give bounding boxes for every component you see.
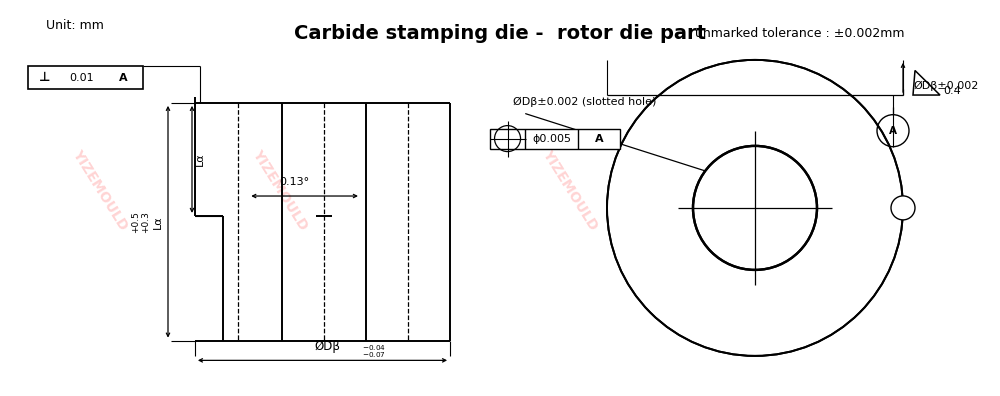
Text: A: A (595, 133, 604, 144)
Text: Lα: Lα (153, 215, 163, 228)
Text: YIZEMOULD: YIZEMOULD (250, 147, 310, 233)
Text: YIZEMOULD: YIZEMOULD (70, 147, 130, 233)
Text: 0.01: 0.01 (69, 72, 94, 83)
Text: ØDβ: ØDβ (314, 340, 340, 353)
Text: 0.13°: 0.13° (280, 177, 310, 187)
Text: ØDβ±0.002: ØDβ±0.002 (913, 81, 978, 91)
Text: ⊥: ⊥ (38, 71, 50, 84)
Text: A: A (119, 72, 127, 83)
Bar (28, 66, 143, 89)
Text: 0.4: 0.4 (943, 86, 961, 96)
Text: Lα: Lα (195, 152, 205, 166)
Text: Carbide stamping die -  rotor die part: Carbide stamping die - rotor die part (294, 24, 706, 43)
Text: ϕ0.005: ϕ0.005 (532, 133, 571, 144)
Ellipse shape (607, 60, 903, 356)
Text: YIZEMOULD: YIZEMOULD (770, 147, 830, 233)
Text: A: A (889, 126, 897, 136)
Ellipse shape (891, 196, 915, 220)
Bar (490, 129, 620, 148)
Text: $\mathsf{^{-0.04}_{-0.07}}$: $\mathsf{^{-0.04}_{-0.07}}$ (362, 343, 386, 360)
Ellipse shape (693, 146, 817, 270)
Text: +0.5
+0.3: +0.5 +0.3 (131, 211, 150, 233)
Text: ØDβ±0.002 (slotted hole): ØDβ±0.002 (slotted hole) (513, 97, 656, 107)
Text: unmarked tolerance : ±0.002mm: unmarked tolerance : ±0.002mm (695, 27, 905, 40)
Text: Unit: mm: Unit: mm (46, 19, 104, 32)
Text: YIZEMOULD: YIZEMOULD (540, 147, 600, 233)
